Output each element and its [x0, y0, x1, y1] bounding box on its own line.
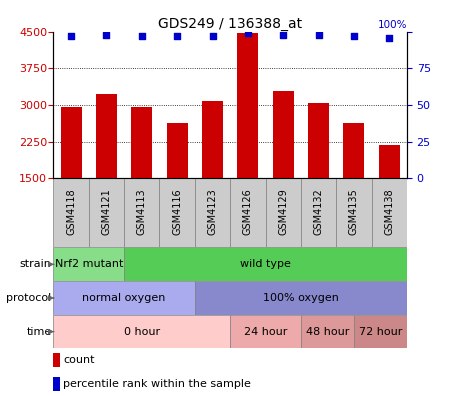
- Bar: [159, 178, 195, 248]
- Bar: [124, 248, 407, 281]
- Text: 100%: 100%: [378, 20, 407, 30]
- Bar: [308, 103, 329, 178]
- Point: [350, 33, 358, 39]
- Point: [103, 31, 110, 38]
- Text: GSM4123: GSM4123: [207, 188, 218, 235]
- Bar: [53, 248, 124, 281]
- Bar: [53, 377, 60, 391]
- Text: 100% oxygen: 100% oxygen: [263, 293, 339, 303]
- Text: GSM4126: GSM4126: [243, 188, 253, 235]
- Text: GSM4138: GSM4138: [384, 188, 394, 235]
- Bar: [301, 315, 354, 348]
- Bar: [237, 32, 259, 178]
- Point: [138, 33, 146, 39]
- Text: Nrf2 mutant: Nrf2 mutant: [54, 259, 123, 269]
- Point: [385, 34, 393, 41]
- Text: 48 hour: 48 hour: [306, 327, 349, 337]
- Bar: [272, 91, 294, 178]
- Bar: [266, 178, 301, 248]
- Bar: [301, 178, 336, 248]
- Text: GSM4129: GSM4129: [278, 188, 288, 235]
- Text: 72 hour: 72 hour: [359, 327, 402, 337]
- Bar: [53, 353, 60, 367]
- Text: GSM4132: GSM4132: [313, 188, 324, 235]
- Bar: [202, 101, 223, 178]
- Text: protocol: protocol: [7, 293, 52, 303]
- Text: GSM4121: GSM4121: [101, 188, 112, 235]
- Bar: [379, 145, 400, 178]
- Bar: [131, 107, 153, 178]
- Title: GDS249 / 136388_at: GDS249 / 136388_at: [158, 17, 302, 30]
- Text: normal oxygen: normal oxygen: [82, 293, 166, 303]
- Bar: [60, 107, 82, 178]
- Bar: [96, 94, 117, 178]
- Bar: [343, 124, 365, 178]
- Bar: [53, 178, 89, 248]
- Bar: [53, 315, 230, 348]
- Point: [209, 33, 216, 39]
- Bar: [195, 281, 407, 315]
- Bar: [230, 178, 266, 248]
- Point: [67, 33, 75, 39]
- Bar: [89, 178, 124, 248]
- Text: 0 hour: 0 hour: [124, 327, 160, 337]
- Text: GSM4116: GSM4116: [172, 188, 182, 235]
- Bar: [230, 315, 301, 348]
- Bar: [336, 178, 372, 248]
- Bar: [166, 124, 188, 178]
- Bar: [53, 281, 195, 315]
- Text: time: time: [27, 327, 52, 337]
- Point: [279, 31, 287, 38]
- Text: GSM4118: GSM4118: [66, 188, 76, 235]
- Point: [315, 31, 322, 38]
- Text: GSM4113: GSM4113: [137, 188, 147, 235]
- Text: percentile rank within the sample: percentile rank within the sample: [63, 379, 251, 389]
- Point: [244, 30, 252, 36]
- Text: count: count: [63, 355, 95, 366]
- Text: 24 hour: 24 hour: [244, 327, 287, 337]
- Bar: [354, 315, 407, 348]
- Text: GSM4135: GSM4135: [349, 188, 359, 235]
- Text: wild type: wild type: [240, 259, 291, 269]
- Text: strain: strain: [20, 259, 52, 269]
- Bar: [372, 178, 407, 248]
- Bar: [195, 178, 230, 248]
- Point: [173, 33, 181, 39]
- Bar: [124, 178, 159, 248]
